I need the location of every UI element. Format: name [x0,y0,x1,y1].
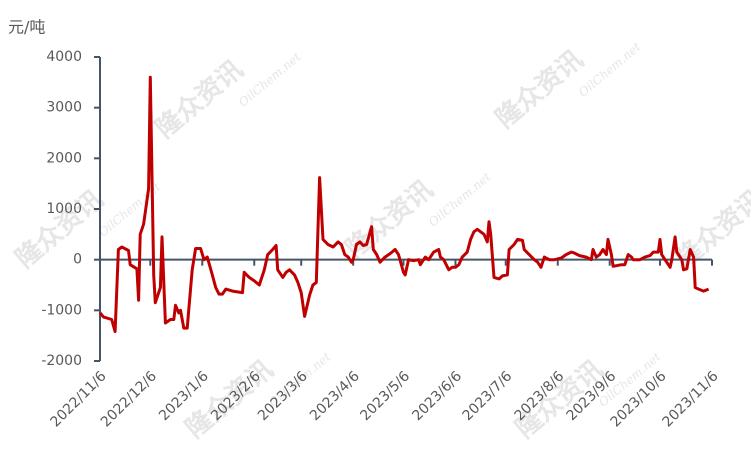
y-tick-label: 3000 [46,100,82,116]
y-axis-label: 元/吨 [8,18,45,37]
watermark: 隆众资讯 [490,45,589,135]
x-tick-label: 2023/11/6 [660,368,722,430]
y-tick-label: -1000 [41,302,82,318]
line [98,75,710,334]
y-tick-label: 4000 [46,49,82,65]
y-tick-label: 1000 [46,201,82,217]
watermark: 隆众资讯 [150,55,249,145]
y-tick-label: 2000 [46,150,82,166]
watermark: 隆众资讯 [10,185,109,275]
x-tick-label: 2023/5/6 [357,368,413,424]
x-tick-label: 2023/4/6 [307,368,363,424]
x-tick-label: 2023/6/6 [409,368,465,424]
y-tick-label: -2000 [41,353,82,369]
x-tick-label: 2023/7/6 [460,368,516,424]
y-tick-label: 0 [73,252,82,268]
